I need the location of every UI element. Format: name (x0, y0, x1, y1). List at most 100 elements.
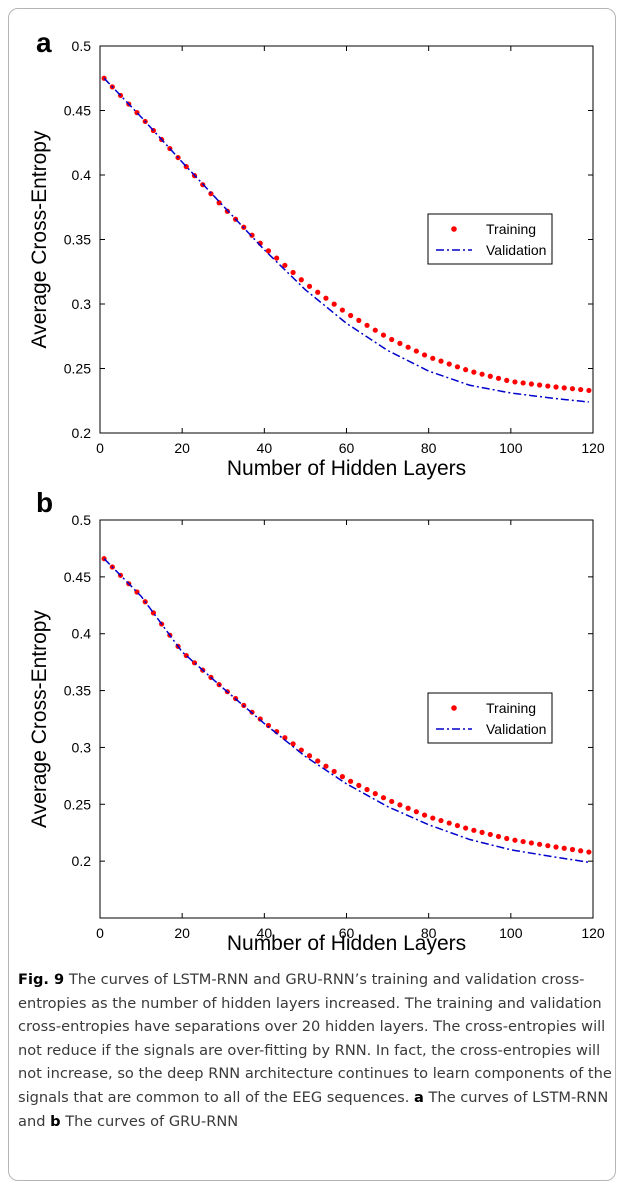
data-point (274, 255, 280, 261)
y-tick-label: 0.45 (64, 103, 91, 119)
panel-letter: b (36, 487, 53, 518)
data-point (520, 380, 526, 386)
caption-text-3: The curves of GRU-RNN (60, 1112, 239, 1130)
chart-panel-b: b 0 20 40 60 80 100 120 0.2 0.25 0.3 0.35 0.4 0.45 0.5… (28, 487, 605, 955)
y-tick-label: 0.2 (72, 425, 92, 441)
y-axis-title: Average Cross-Entropy (28, 130, 51, 348)
data-point (331, 768, 337, 775)
x-tick-label: 20 (174, 440, 190, 456)
x-tick-label: 40 (257, 440, 273, 456)
y-tick-label: 0.35 (64, 683, 91, 699)
y-tick-label: 0.25 (64, 361, 91, 377)
data-point (372, 327, 378, 333)
legend-label: Training (486, 221, 536, 237)
y-tick-label: 0.45 (64, 569, 91, 585)
data-point (578, 848, 584, 854)
data-point (495, 375, 502, 381)
data-point (306, 753, 313, 759)
data-point (290, 741, 296, 747)
y-tick-label: 0.3 (72, 739, 92, 755)
data-point (323, 763, 329, 769)
data-point (405, 344, 411, 350)
data-point (413, 348, 419, 354)
data-point (315, 758, 321, 764)
data-point (282, 262, 288, 268)
data-point (265, 722, 272, 729)
data-point (586, 849, 592, 855)
data-point (389, 336, 395, 343)
y-tick-label: 0.3 (72, 296, 92, 312)
data-point (249, 232, 255, 238)
data-point (586, 387, 592, 394)
series-line (103, 77, 589, 403)
data-point (578, 386, 584, 393)
data-point (520, 838, 526, 845)
caption-label-b: b (50, 1112, 61, 1130)
data-point (413, 809, 419, 815)
y-tick-label: 0.5 (72, 512, 92, 528)
data-point (561, 385, 567, 391)
y-tick-label: 0.4 (72, 167, 92, 183)
data-point (479, 829, 485, 835)
data-point (372, 791, 378, 797)
data-point (454, 822, 461, 829)
x-tick-label: 60 (339, 440, 355, 456)
data-point (454, 364, 461, 370)
data-point (512, 837, 518, 843)
data-point (380, 332, 387, 338)
data-point (504, 377, 510, 383)
data-point (536, 382, 543, 388)
x-axis-title: Number of Hidden Layers (227, 932, 466, 955)
y-axis-title: Average Cross-Entropy (28, 610, 51, 828)
data-point (438, 817, 444, 824)
chart-panel-a: a 0 20 40 60 80 100 120 0.2 0.25 0.3 0.35 0.4 0.45 0.5… (28, 27, 605, 480)
data-point (471, 369, 477, 375)
x-tick-label: 60 (339, 925, 355, 941)
data-point (380, 795, 387, 801)
data-point (339, 774, 345, 780)
caption-text-2: The curves of LSTM-RNN and (18, 1088, 609, 1130)
y-tick-label: 0.25 (64, 796, 91, 812)
data-point (471, 827, 477, 833)
legend: Training Validation (427, 692, 553, 744)
series-validation (103, 558, 590, 864)
data-point (356, 782, 362, 789)
series-validation (103, 77, 589, 403)
x-tick-label: 0 (96, 440, 104, 456)
legend-label: Validation (486, 721, 546, 737)
legend: Training Validation (427, 213, 553, 265)
data-point (421, 812, 428, 818)
data-point (438, 358, 444, 364)
x-tick-label: 20 (174, 925, 190, 941)
data-point (528, 381, 534, 387)
data-point (348, 312, 354, 319)
data-point (397, 802, 403, 808)
x-tick-label: 40 (257, 925, 273, 941)
legend-box (427, 692, 553, 744)
x-tick-label: 80 (421, 925, 437, 941)
caption-text-1: The curves of LSTM-RNN and GRU-RNN’s tra… (18, 971, 612, 1106)
y-tick-label: 0.35 (64, 232, 91, 248)
data-point (348, 778, 354, 784)
data-point (487, 831, 493, 838)
data-point (446, 820, 452, 826)
legend-dot-swatch (451, 705, 457, 711)
data-point (545, 843, 551, 849)
figure-frame (8, 8, 616, 1181)
data-point (545, 383, 551, 389)
data-point (265, 248, 272, 254)
data-point (389, 798, 395, 805)
data-point (364, 322, 370, 328)
data-point (561, 845, 567, 851)
data-point (430, 815, 436, 821)
data-point (569, 386, 576, 392)
caption-fig-label: Fig. 9 (18, 971, 65, 988)
data-point (463, 825, 469, 831)
data-point (421, 352, 428, 358)
data-point (306, 283, 313, 289)
y-tick-label: 0.2 (72, 853, 92, 869)
data-point (331, 301, 337, 307)
x-axis-title: Number of Hidden Layers (227, 457, 466, 480)
data-point (282, 735, 288, 741)
data-point (339, 307, 345, 313)
